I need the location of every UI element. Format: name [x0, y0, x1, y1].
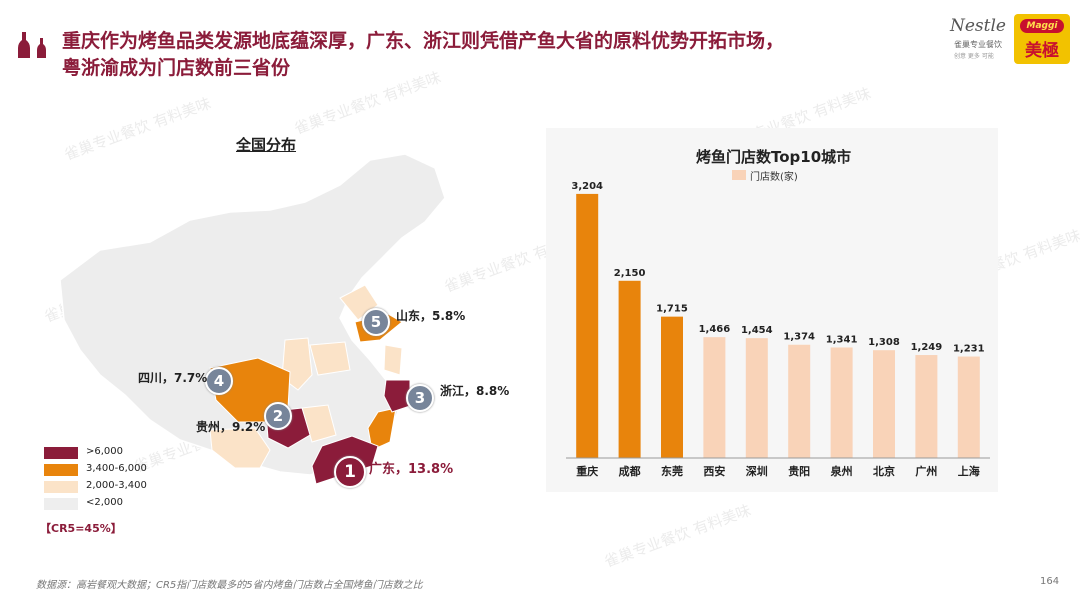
rank-badge-5: 5 [362, 308, 390, 336]
chart-legend-swatch [732, 170, 746, 180]
bar-0 [576, 193, 599, 458]
watermark: 雀巢专业餐饮 有料美味 [291, 68, 444, 138]
rank-badge-3: 3 [406, 384, 434, 412]
bar-3 [703, 337, 726, 458]
province-jiangsu [383, 344, 403, 376]
nestle-logo: Nestle 雀巢专业餐饮 创意 更多 可能 [944, 14, 1010, 64]
province-yunnan [209, 427, 271, 469]
legend-item: 2,000-3,400 [44, 480, 164, 495]
bar-value-label-8: 1,249 [911, 342, 943, 353]
bar-9 [957, 356, 980, 458]
china-outline [59, 153, 446, 476]
maggi-logo: Maggi 美極 [1014, 14, 1070, 64]
bar-5 [788, 344, 811, 458]
legend-label: <2,000 [86, 497, 124, 508]
category-label-9: 上海 [958, 464, 980, 478]
bar-2 [661, 316, 683, 458]
legend-item: 3,400-6,000 [44, 463, 164, 478]
legend-label: >6,000 [86, 446, 124, 457]
wine-bottles-icon [18, 32, 46, 58]
legend-item: <2,000 [44, 497, 164, 512]
bar-value-label-5: 1,374 [783, 332, 815, 343]
legend-swatch [44, 447, 78, 459]
bar-value-label-3: 1,466 [699, 324, 731, 335]
cr5-note: 【CR5=45%】 [40, 522, 122, 535]
rank-badge-2: 2 [264, 402, 292, 430]
bar-4 [745, 338, 768, 458]
category-label-8: 广州 [915, 464, 937, 478]
bar-value-label-4: 1,454 [741, 325, 773, 336]
bar-value-label-9: 1,231 [953, 344, 985, 355]
category-label-5: 贵阳 [788, 464, 810, 478]
legend-swatch [44, 481, 78, 493]
bar-value-label-7: 1,308 [868, 337, 900, 348]
category-label-1: 成都 [619, 464, 641, 478]
chart-title: 烤鱼门店数Top10城市 [696, 148, 852, 166]
province-zhejiang [383, 379, 411, 413]
chart-legend-label: 门店数(家) [750, 172, 798, 183]
bar-chart: 3,204 重庆 2,150 成都 1,715 东莞 1,466 西安 1,454 深圳 1,374… [566, 181, 990, 478]
rank-badge-4: 4 [205, 367, 233, 395]
maggi-wordmark: Maggi [1020, 19, 1064, 33]
bar-value-label-1: 2,150 [614, 268, 646, 279]
category-label-7: 北京 [873, 464, 895, 478]
province-label-sichuan: 四川，7.7% [138, 371, 208, 385]
category-label-4: 深圳 [746, 464, 768, 478]
bar-value-label-0: 3,204 [571, 181, 603, 192]
nestle-wordmark: Nestle [950, 16, 1006, 36]
legend-label: 3,400-6,000 [86, 463, 147, 474]
map-title: 全国分布 [236, 136, 297, 154]
maggi-chinese-name: 美極 [1025, 41, 1059, 61]
page-title-line-1: 重庆作为烤鱼品类发源地底蕴深厚，广东、浙江则凭借产鱼大省的原料优势开拓市场， [62, 30, 785, 52]
nestle-subtitle: 雀巢专业餐饮 [954, 40, 1002, 49]
chart-panel: 3,204 重庆 2,150 成都 1,715 东莞 1,466 西安 1,454 深圳 1,374… [546, 128, 998, 492]
rank-badge-1: 1 [334, 456, 366, 488]
bar-7 [873, 350, 895, 458]
category-label-2: 东莞 [661, 464, 683, 478]
legend-label: 2,000-3,400 [86, 480, 147, 491]
province-label-zhejiang: 浙江，8.8% [440, 384, 510, 398]
province-label-guizhou: 贵州，9.2% [196, 420, 266, 434]
category-label-6: 泉州 [830, 464, 853, 478]
province-henan [309, 341, 351, 376]
source-note: 数据源：高岩餐观大数据；CR5指门店数最多的5省内烤鱼门店数占全国烤鱼门店数之比 [36, 580, 423, 591]
province-label-guangdong: 广东，13.8% [369, 462, 454, 477]
bar-value-label-6: 1,341 [826, 334, 858, 345]
category-label-3: 西安 [703, 464, 725, 478]
bar-8 [915, 355, 938, 458]
watermark: 雀巢专业餐饮 有料美味 [601, 501, 754, 571]
chart-legend: 门店数(家) [732, 168, 852, 183]
category-label-0: 重庆 [576, 464, 598, 478]
bar-value-label-2: 1,715 [656, 304, 688, 315]
bar-6 [830, 347, 853, 458]
legend-swatch [44, 498, 78, 510]
page-number: 164 [1040, 576, 1060, 587]
nestle-tagline: 创意 更多 可能 [954, 53, 994, 60]
bar-1 [618, 280, 641, 458]
legend-item: >6,000 [44, 446, 164, 461]
province-label-shandong: 山东，5.8% [396, 309, 466, 323]
legend-swatch [44, 464, 78, 476]
page-title-line-2: 粤浙渝成为门店数前三省份 [62, 57, 291, 79]
